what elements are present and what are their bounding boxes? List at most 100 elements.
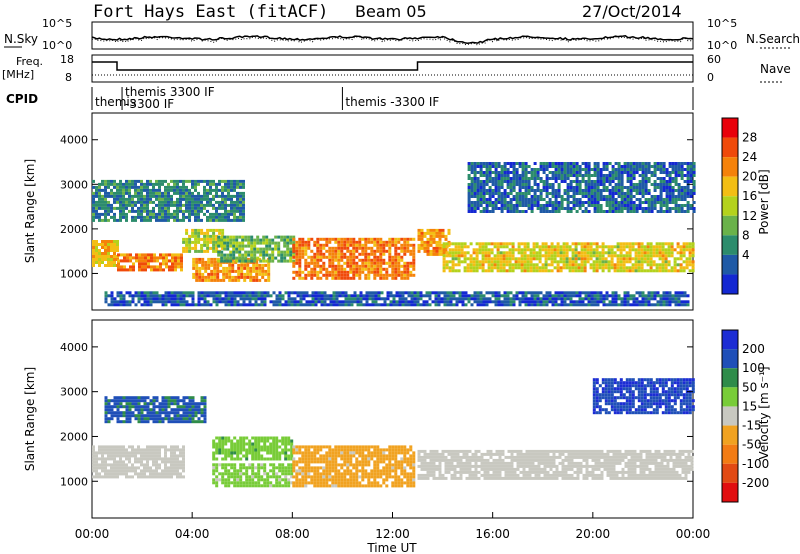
data-cell (230, 457, 234, 461)
data-cell (233, 466, 237, 470)
data-cell (544, 266, 548, 270)
data-cell (497, 174, 501, 177)
data-cell (548, 183, 552, 186)
data-cell (529, 254, 533, 258)
data-cell (497, 195, 501, 198)
data-cell (146, 294, 150, 298)
data-cell (161, 212, 164, 216)
data-cell (394, 243, 398, 247)
data-cell (352, 252, 356, 256)
data-cell (514, 257, 518, 261)
data-cell (206, 188, 209, 192)
data-cell (253, 244, 257, 248)
data-cell (688, 242, 692, 246)
data-cell (230, 300, 234, 304)
data-cell (485, 207, 489, 210)
data-cell (95, 258, 98, 261)
data-cell (261, 275, 265, 279)
data-cell (395, 294, 399, 298)
data-cell (479, 183, 483, 186)
data-cell (131, 475, 134, 479)
data-cell (129, 268, 132, 272)
data-cell (419, 297, 423, 301)
data-cell (674, 210, 678, 213)
data-cell (509, 183, 513, 186)
data-cell (161, 472, 164, 476)
data-cell (179, 209, 182, 213)
data-cell (229, 244, 233, 248)
data-cell (623, 297, 627, 301)
data-cell (167, 188, 170, 192)
data-cell (221, 439, 225, 443)
data-cell (524, 168, 528, 171)
data-cell (104, 206, 107, 210)
data-cell (104, 466, 107, 470)
data-cell (128, 203, 131, 207)
data-cell (598, 260, 602, 264)
data-cell (201, 263, 205, 267)
data-cell (484, 245, 488, 249)
data-cell (533, 195, 537, 198)
data-cell (611, 192, 615, 195)
data-cell (674, 300, 678, 304)
data-cell (349, 258, 353, 262)
data-cell (466, 269, 470, 273)
data-cell (352, 273, 356, 277)
data-cell (227, 481, 231, 485)
data-cell (557, 165, 561, 168)
data-cell (664, 269, 668, 273)
data-cell (331, 258, 335, 262)
data-cell (344, 291, 348, 295)
data-cell (316, 246, 320, 250)
data-cell (263, 457, 267, 461)
data-cell (692, 162, 696, 165)
data-cell (403, 243, 407, 247)
cpid-segment-label: themis (95, 95, 136, 109)
data-cell (332, 303, 336, 307)
data-cell (562, 263, 566, 267)
data-cell (314, 291, 318, 295)
data-cell (101, 194, 104, 198)
data-cell (238, 259, 242, 263)
data-cell (125, 188, 128, 192)
data-cell (116, 445, 119, 449)
data-cell (628, 257, 632, 261)
data-cell (131, 185, 134, 189)
data-cell (470, 204, 474, 207)
data-cell (281, 469, 285, 473)
data-cell (92, 451, 95, 455)
data-cell (362, 294, 366, 298)
data-cell (554, 162, 558, 165)
data-cell (125, 303, 129, 307)
data-cell (92, 457, 95, 461)
data-cell (197, 200, 200, 204)
data-cell (326, 297, 330, 301)
data-cell (503, 174, 507, 177)
data-cell (135, 259, 138, 263)
data-cell (170, 291, 174, 295)
data-cell (406, 243, 410, 247)
data-cell (605, 195, 609, 198)
data-cell (152, 472, 155, 476)
data-cell (355, 273, 359, 277)
data-cell (608, 300, 612, 304)
data-cell (110, 182, 113, 186)
data-cell (429, 228, 433, 232)
data-cell (236, 445, 240, 449)
data-cell (218, 442, 222, 446)
data-cell (201, 260, 205, 264)
data-cell (254, 291, 258, 295)
data-cell (319, 246, 323, 250)
data-cell (629, 195, 633, 198)
data-cell (221, 200, 224, 204)
data-cell (426, 240, 430, 244)
data-cell (640, 269, 644, 273)
data-cell (506, 294, 510, 298)
data-cell (101, 255, 104, 258)
data-cell (566, 168, 570, 171)
data-cell (164, 179, 167, 183)
data-cell (556, 260, 560, 264)
data-cell (192, 263, 196, 267)
data-cell (611, 177, 615, 180)
data-cell (307, 243, 311, 247)
